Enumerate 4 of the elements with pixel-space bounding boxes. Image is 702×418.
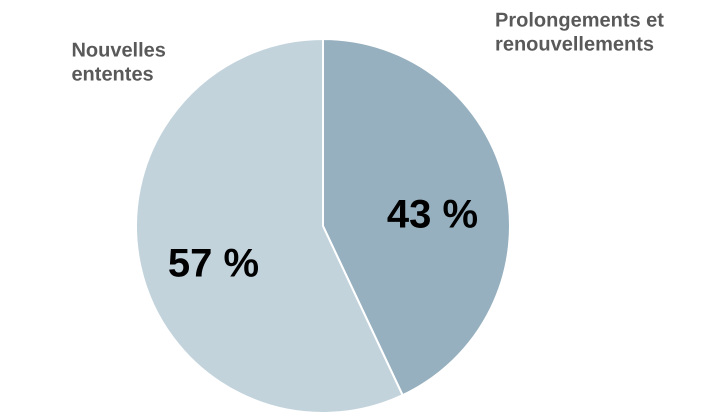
slice-label: Nouvelles ententes: [71, 40, 166, 86]
data-label: 57 %: [168, 242, 260, 286]
data-label: 43 %: [386, 192, 478, 237]
slice-label: Prolongements et renouvellements: [495, 10, 664, 56]
